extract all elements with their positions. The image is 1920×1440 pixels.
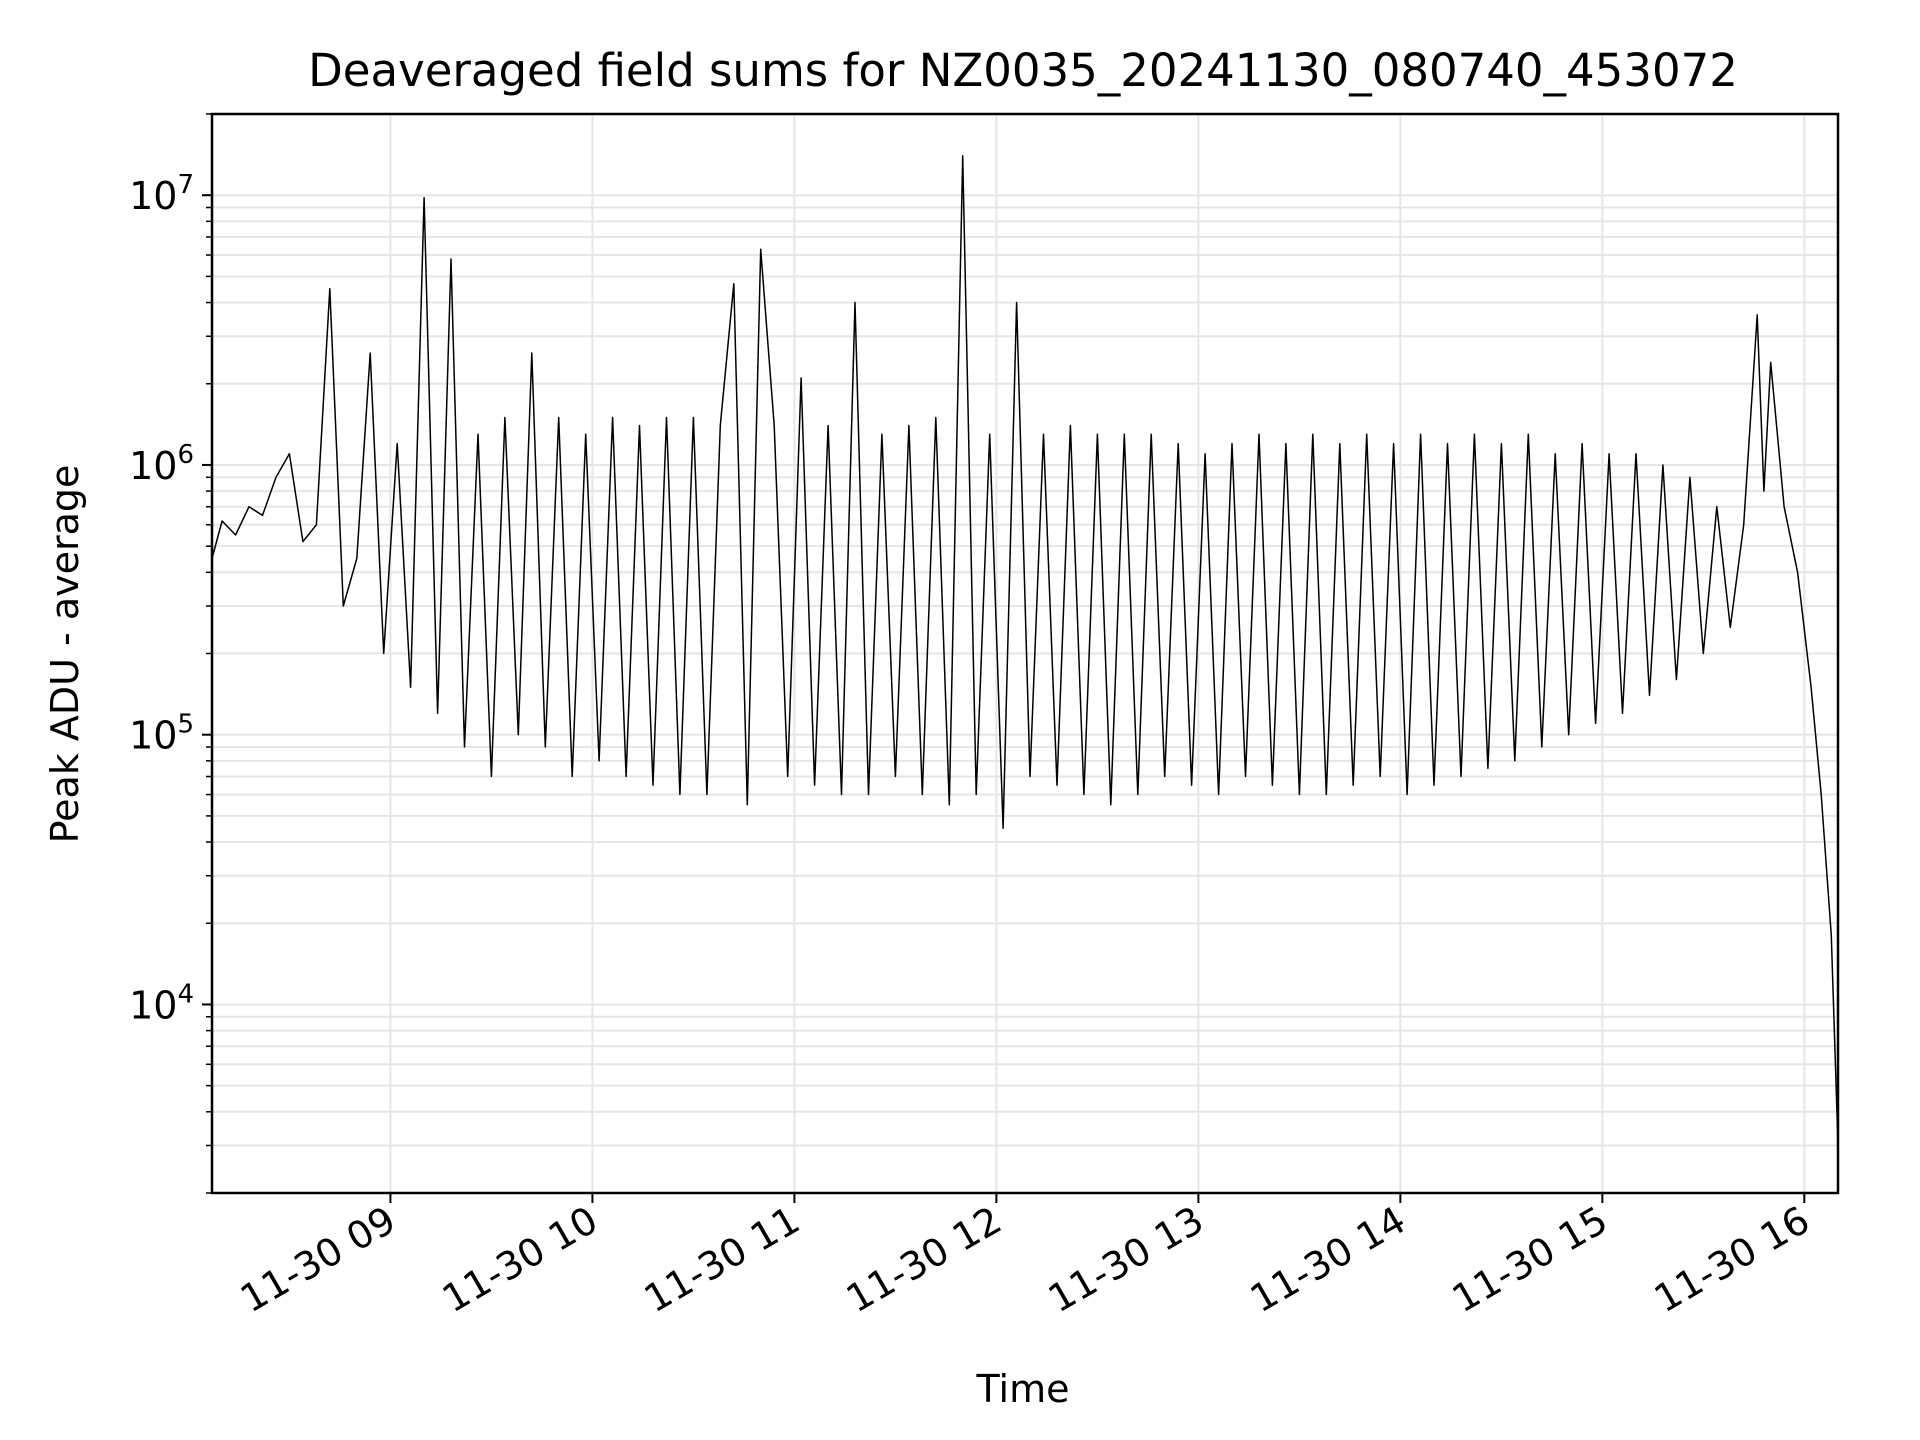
y-tick-label: 104: [129, 979, 194, 1027]
y-tick-label: 107: [129, 170, 194, 218]
chart-title: Deaveraged field sums for NZ0035_2024113…: [308, 44, 1738, 97]
data-series-line: [211, 155, 1839, 1146]
y-tick-label: 105: [129, 710, 194, 758]
x-axis-label: Time: [976, 1367, 1070, 1411]
y-axis: 104 105 106 107: [129, 113, 212, 1194]
y-axis-label: Peak ADU - average: [43, 465, 87, 844]
y-tick-label: 106: [129, 440, 194, 488]
grid: [212, 113, 1838, 1194]
plot-area: [211, 155, 1839, 1146]
